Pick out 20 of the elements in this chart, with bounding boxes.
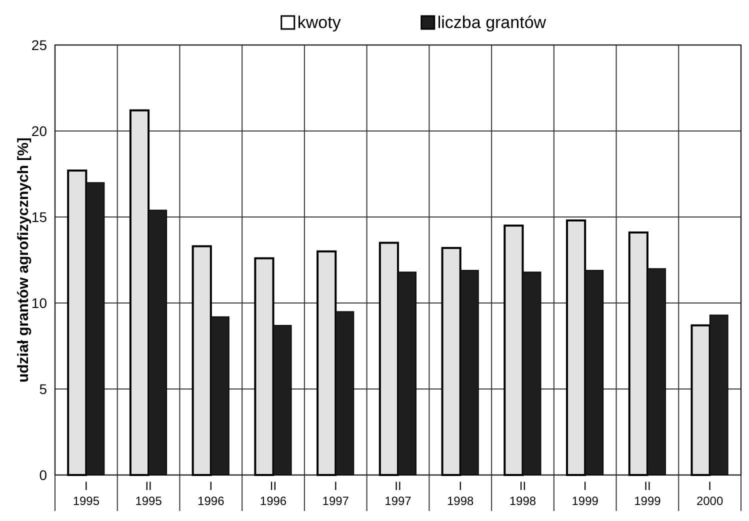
x-tick-label: I 2000 [696,479,724,508]
y-tick-label: 5 [39,381,48,397]
x-tick-label: I 1998 [447,479,474,508]
x-tick-label: II 1998 [509,479,536,508]
x-tick-label: II 1997 [384,479,412,508]
x-tick-label: I 1997 [322,479,350,508]
y-tick-label: 25 [31,37,48,53]
x-tick-label: II 1995 [135,479,162,508]
legend-label: kwoty [297,13,342,32]
x-tick-label: II 1999 [634,479,662,508]
legend-label: liczba grantów [437,13,547,32]
x-tick-label: I 1996 [198,479,225,508]
y-tick-label: 0 [39,467,48,483]
x-tick-label: I 1995 [72,479,100,508]
x-tick-label: II 1996 [260,479,287,508]
y-tick-label: 20 [31,123,48,139]
x-tick-label: I 1999 [572,479,599,508]
y-tick-label: 10 [31,295,48,311]
y-tick-label: 15 [31,209,48,225]
y-axis-title: udział grantów agrofizycznych [%] [15,137,32,383]
